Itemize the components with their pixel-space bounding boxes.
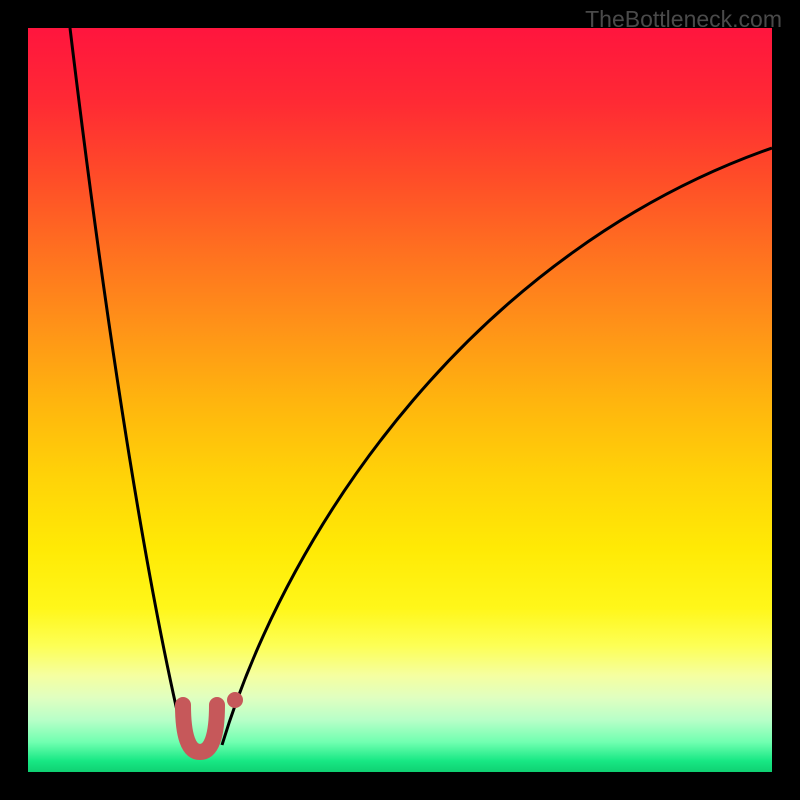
bottleneck-chart bbox=[0, 0, 800, 800]
chart-stage: TheBottleneck.com bbox=[0, 0, 800, 800]
optimal-dot-marker bbox=[227, 692, 243, 708]
watermark-text: TheBottleneck.com bbox=[585, 6, 782, 33]
heat-gradient bbox=[28, 28, 772, 772]
